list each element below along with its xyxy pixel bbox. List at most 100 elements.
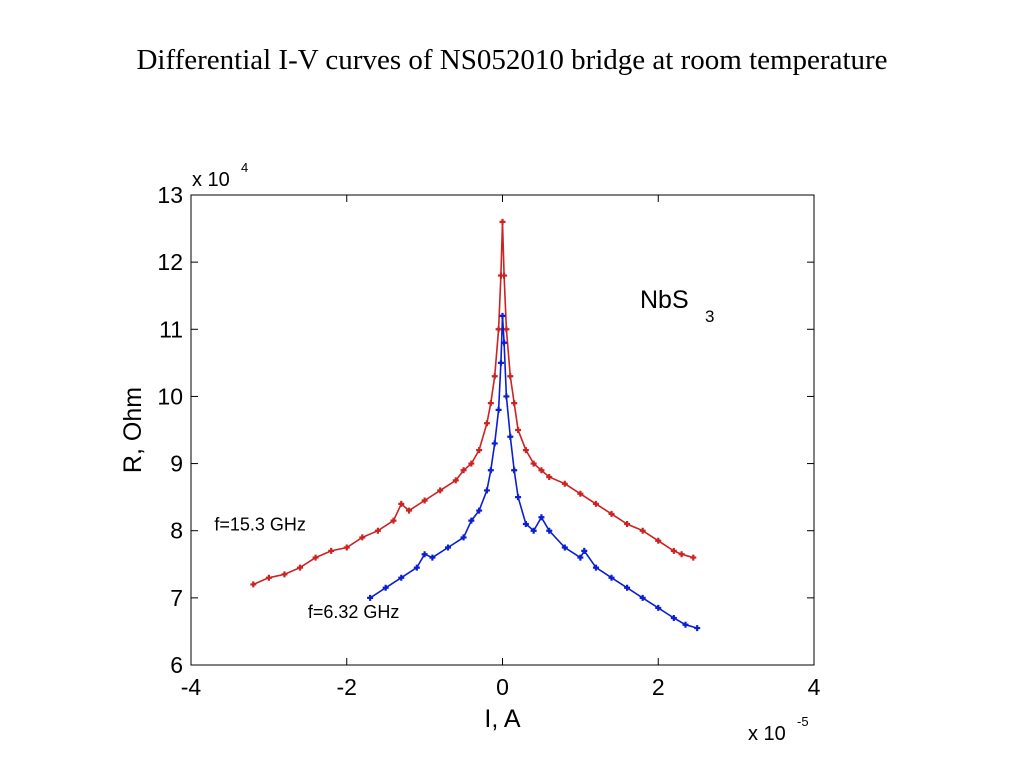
data-point [499,218,506,225]
data-point [670,615,677,621]
data-point [460,534,467,541]
data-point [530,460,537,467]
data-point [483,420,490,427]
data-point [515,494,522,501]
data-point [503,393,510,400]
material-annotation: NbS [640,286,689,314]
x-axis-label: I, A [484,705,520,733]
data-point [690,554,697,561]
data-point [406,507,413,514]
plot-frame [190,194,815,666]
data-point [359,534,366,541]
plot-area [190,194,815,666]
data-point [444,544,451,551]
data-point [670,547,677,554]
data-point [561,544,568,551]
y-tick-label: 10 [157,383,183,409]
data-point [343,544,350,551]
slide-title: Differential I-V curves of NS052010 brid… [136,44,888,76]
data-point [546,474,553,480]
data-point [476,447,483,454]
data-point [460,467,467,474]
data-point [390,517,397,524]
data-point [487,467,494,474]
data-point [507,433,514,440]
data-point [694,625,701,632]
y-multiplier: x 10 [192,169,230,191]
data-point [421,497,428,504]
data-point [577,490,584,497]
data-point [608,510,615,517]
y-multiplier-exponent: 4 [241,160,248,175]
x-tick-label: -4 [181,674,202,700]
data-point [501,339,508,346]
data-point [483,487,490,494]
axis-ticks [190,194,815,666]
data-point [281,571,288,578]
labels-group: -4 -2 0 2 4 6 7 8 9 10 11 12 13 I, A R, Ohm x 10 4 x 10 -5… [119,160,821,745]
data-point [624,584,631,591]
data-point [655,537,662,544]
data-point [678,551,685,558]
series-2 [367,312,701,632]
data-point [437,487,444,494]
data-point [250,581,257,588]
data-point [491,440,498,447]
data-point [511,467,518,474]
data-point [639,527,646,534]
x-tick-label: -2 [337,674,357,700]
series-annotation: f=6.32 GHz [308,602,400,622]
y-axis-label: R, Ohm [119,387,147,473]
data-point [476,507,483,514]
data-point [639,594,646,601]
data-point [495,326,502,333]
data-point [382,584,389,591]
data-point [511,400,518,407]
data-point [561,480,568,487]
data-point [577,554,584,561]
series-line [369,315,698,629]
y-tick-label: 7 [170,585,183,611]
data-point [682,621,689,628]
data-point [546,527,553,534]
data-point [398,574,405,581]
data-point [522,521,529,527]
data-point [468,460,475,467]
y-tick-label: 6 [170,652,183,678]
data-point [374,527,381,534]
x-tick-label: 2 [652,674,665,700]
data-point [487,400,494,407]
data-point [265,574,272,581]
data-point [398,500,405,507]
data-point [367,594,374,601]
y-tick-label: 13 [157,182,183,208]
data-point [452,477,459,484]
data-point [501,272,508,279]
data-point [538,467,545,474]
data-point [497,359,504,366]
x-tick-label: 4 [808,674,821,700]
series-1 [250,218,697,588]
data-point [328,547,335,554]
data-point [530,527,537,534]
series-annotation: f=15.3 GHz [214,515,306,535]
data-point [312,554,319,561]
data-point [491,373,498,380]
data-point [297,564,304,571]
data-point [503,326,510,333]
data-point [581,547,588,554]
data-point [624,521,631,527]
y-tick-label: 12 [157,249,183,275]
data-point [507,373,514,380]
y-tick-label: 9 [170,451,183,477]
data-point [495,406,502,413]
data-point [655,604,662,611]
data-point [429,554,436,561]
y-tick-label: 11 [159,316,183,342]
data-point [608,574,615,581]
y-tick-label: 8 [170,518,183,544]
x-tick-label: 0 [496,674,509,700]
data-point [522,447,529,454]
data-point [592,500,599,507]
